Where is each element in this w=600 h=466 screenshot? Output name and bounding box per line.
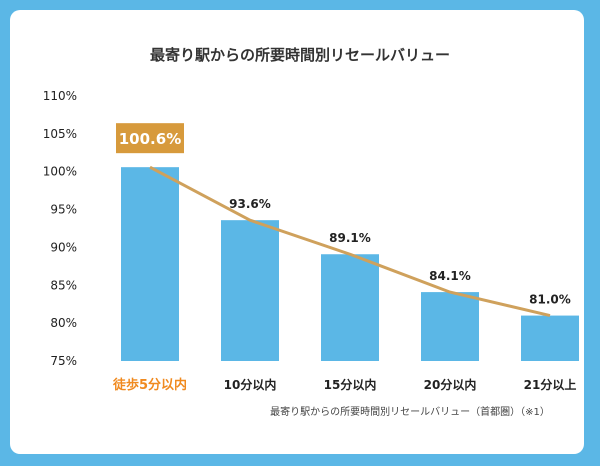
category-label: 徒歩5分以内 [112, 377, 187, 393]
y-tick-label: 75% [50, 354, 77, 368]
chart-card [10, 10, 584, 454]
y-axis-ticks: 75% 80% 85% 90% 95% 100% 105% 110% [43, 89, 77, 368]
y-tick-label: 105% [43, 127, 77, 141]
y-tick-label: 100% [43, 165, 77, 179]
highlight-value-box [116, 123, 184, 154]
category-label: 20分以内 [424, 377, 477, 392]
chart-title: 最寄り駅からの所要時間別リセールバリュー [150, 46, 450, 64]
category-label: 21分以上 [524, 377, 577, 392]
category-label: 10分以内 [224, 377, 277, 392]
value-label: 89.1% [329, 231, 371, 245]
bar [321, 254, 379, 361]
x-axis-categories: 徒歩5分以内 10分以内 15分以内 20分以内 21分以上 [112, 377, 576, 393]
value-labels: 100.6% 93.6% 89.1% 84.1% 81.0% [116, 123, 571, 307]
bar [121, 167, 179, 361]
y-tick-label: 80% [50, 316, 77, 330]
bar [221, 220, 279, 361]
value-label: 100.6% [119, 130, 181, 148]
y-tick-label: 90% [50, 240, 77, 254]
value-label: 81.0% [529, 293, 571, 307]
value-label: 84.1% [429, 269, 471, 283]
bar [521, 315, 579, 361]
y-tick-label: 85% [50, 278, 77, 292]
category-label: 15分以内 [324, 377, 377, 392]
y-tick-label: 95% [50, 203, 77, 217]
bar [421, 292, 479, 361]
bars [121, 167, 579, 361]
y-tick-label: 110% [43, 89, 77, 103]
source-note: 最寄り駅からの所要時間別リセールバリュー（首都圏）（※1） [270, 405, 550, 418]
trend-line [149, 165, 551, 318]
value-label: 93.6% [229, 197, 271, 211]
